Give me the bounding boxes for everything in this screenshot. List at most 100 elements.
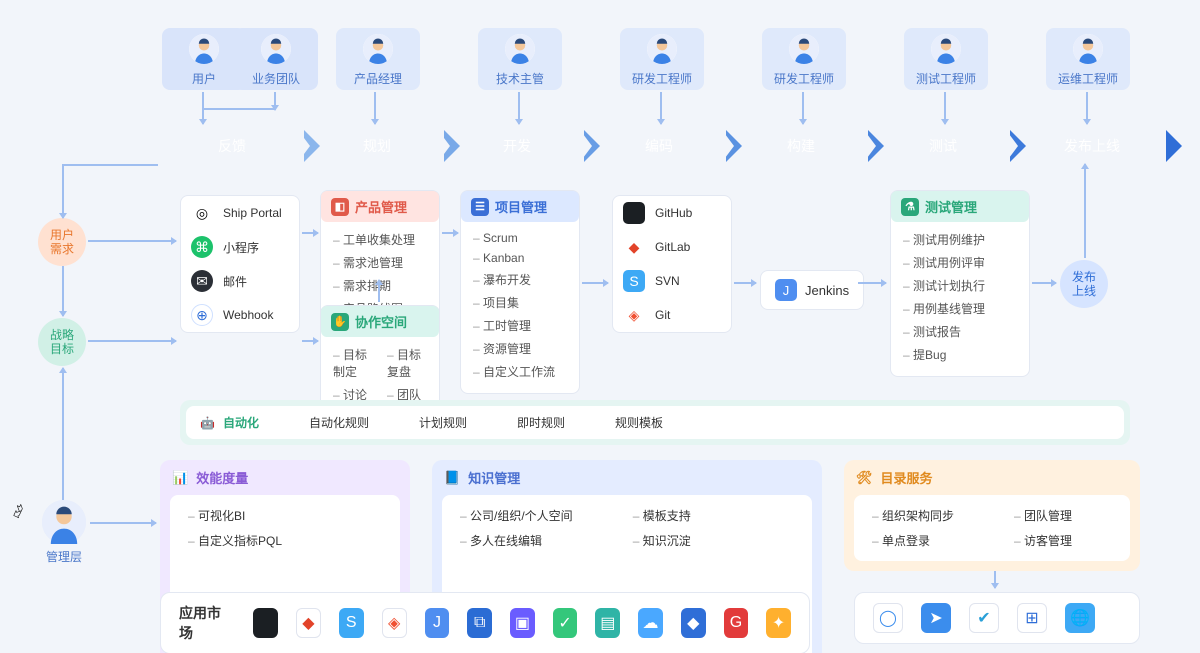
- role-label: 技术主管: [496, 70, 544, 87]
- card-title: 项目管理: [495, 197, 547, 216]
- panel-item: 单点登录: [872, 532, 954, 549]
- arrow: [62, 266, 64, 316]
- app-icon[interactable]: ⊞: [1017, 603, 1047, 633]
- panel-item: 知识沉淀: [633, 532, 691, 549]
- avatar-icon: [363, 34, 393, 64]
- app-market-left: 应用市场 ◆ S ◈ J ⧉ ▣ ✓ ▤ ☁ ◆ G ✦: [160, 592, 810, 653]
- pipeline-6: 发布上线: [1018, 130, 1166, 162]
- app-icon[interactable]: 🌐: [1065, 603, 1095, 633]
- arrow: [90, 522, 156, 524]
- app-icon[interactable]: ✦: [766, 608, 791, 638]
- avatar-icon: [1073, 34, 1103, 64]
- app-icon[interactable]: ◆: [681, 608, 706, 638]
- app-icon[interactable]: ◈: [382, 608, 407, 638]
- intake-item: ⌘小程序: [181, 230, 299, 264]
- panel-title: 目录服务: [881, 468, 933, 487]
- panel-item: 团队管理: [1014, 507, 1072, 524]
- intake-item: ✉邮件: [181, 264, 299, 298]
- panel-item: 自动化规则: [309, 414, 369, 431]
- avatar-icon: [189, 34, 219, 64]
- arrow-down: [802, 92, 804, 124]
- market-title: 应用市场: [179, 603, 225, 643]
- arrow: [1032, 282, 1056, 284]
- arrow: [88, 340, 176, 342]
- circle-0: 用户需求: [38, 218, 86, 266]
- panel-item: 访客管理: [1014, 532, 1072, 549]
- cursor-icon: ⮰: [9, 502, 27, 523]
- mgmt-label: 管理层: [42, 548, 86, 565]
- arrow: [734, 282, 756, 284]
- panel-item: 可视化BI: [188, 507, 282, 524]
- panel-item: 组织架构同步: [872, 507, 954, 524]
- arrow-down: [374, 92, 376, 124]
- panel-item: 多人在线编辑: [460, 532, 573, 549]
- avatar-icon: [647, 34, 677, 64]
- role-6: 测试工程师: [904, 28, 988, 90]
- panel-item: 自定义指标PQL: [188, 532, 282, 549]
- app-icon[interactable]: J: [425, 608, 450, 638]
- role-label: 业务团队: [252, 70, 300, 87]
- panel-item: 即时规则: [517, 414, 565, 431]
- card-item: 项目集: [473, 291, 567, 314]
- app-market-right: ◯ ➤ ✔ ⊞ 🌐: [854, 592, 1140, 644]
- arrow: [1084, 164, 1086, 258]
- app-icon[interactable]: ▤: [595, 608, 620, 638]
- card-title: 测试管理: [925, 197, 977, 216]
- card-item: 瀑布开发: [473, 268, 567, 291]
- app-icon[interactable]: [253, 608, 278, 638]
- mgmt-layer: 管理层: [42, 500, 86, 565]
- repo-item: ◆GitLab: [613, 230, 731, 264]
- app-icon[interactable]: ◆: [296, 608, 321, 638]
- arrow: [62, 368, 64, 500]
- card-item: 需求排期: [333, 274, 427, 297]
- panel-item: 公司/组织/个人空间: [460, 507, 573, 524]
- role-label: 用户: [192, 70, 216, 87]
- avatar-icon: [42, 500, 86, 544]
- role-1: 业务团队: [234, 28, 318, 90]
- app-icon[interactable]: ⧉: [467, 608, 492, 638]
- arrow: [858, 282, 886, 284]
- card-item: 工单收集处理: [333, 228, 427, 251]
- repo-item: GitHub: [613, 196, 731, 230]
- arrow: [302, 232, 318, 234]
- arrow: [442, 232, 458, 234]
- role-7: 运维工程师: [1046, 28, 1130, 90]
- app-icon[interactable]: G: [724, 608, 749, 638]
- card-item: 测试报告: [903, 320, 1017, 343]
- card-item: 需求池管理: [333, 251, 427, 274]
- app-icon[interactable]: ☁: [638, 608, 663, 638]
- role-label: 运维工程师: [1058, 70, 1118, 87]
- pipeline-5: 测试: [876, 130, 1010, 162]
- panel-title: 效能度量: [196, 468, 248, 487]
- intake-item: ◎Ship Portal: [181, 196, 299, 230]
- arrow-down: [1086, 92, 1088, 124]
- avatar-icon: [261, 34, 291, 64]
- app-icon[interactable]: S: [339, 608, 364, 638]
- card-item: 目标制定: [333, 343, 373, 383]
- arrow-down: [944, 92, 946, 124]
- role-3: 技术主管: [478, 28, 562, 90]
- directory-panel: 🛠目录服务组织架构同步单点登录团队管理访客管理: [844, 460, 1140, 571]
- automation-panel: 🤖自动化自动化规则计划规则即时规则规则模板: [180, 400, 1130, 445]
- avatar-icon: [789, 34, 819, 64]
- role-label: 产品经理: [354, 70, 402, 87]
- app-icon[interactable]: ✔: [969, 603, 999, 633]
- app-icon[interactable]: ➤: [921, 603, 951, 633]
- arrow: [88, 240, 176, 242]
- panel-title: 自动化: [223, 414, 259, 431]
- card-item: 资源管理: [473, 337, 567, 360]
- repo-item: SSVN: [613, 264, 731, 298]
- avatar-icon: [505, 34, 535, 64]
- test-mgmt-card: ⚗测试管理测试用例维护测试用例评审测试计划执行用例基线管理测试报告提Bug: [890, 190, 1030, 377]
- app-icon[interactable]: ✓: [553, 608, 578, 638]
- pipeline-0: .chev:first-child::before{display:none}反…: [160, 130, 304, 162]
- intake-card: ◎Ship Portal⌘小程序✉邮件⊕Webhook: [180, 195, 300, 333]
- app-icon[interactable]: ▣: [510, 608, 535, 638]
- card-item: 测试用例维护: [903, 228, 1017, 251]
- arrow-down: [660, 92, 662, 124]
- arrow: [302, 340, 318, 342]
- app-icon[interactable]: ◯: [873, 603, 903, 633]
- card-item: 测试计划执行: [903, 274, 1017, 297]
- intake-item: ⊕Webhook: [181, 298, 299, 332]
- publish-circle: 发布上线: [1060, 260, 1108, 308]
